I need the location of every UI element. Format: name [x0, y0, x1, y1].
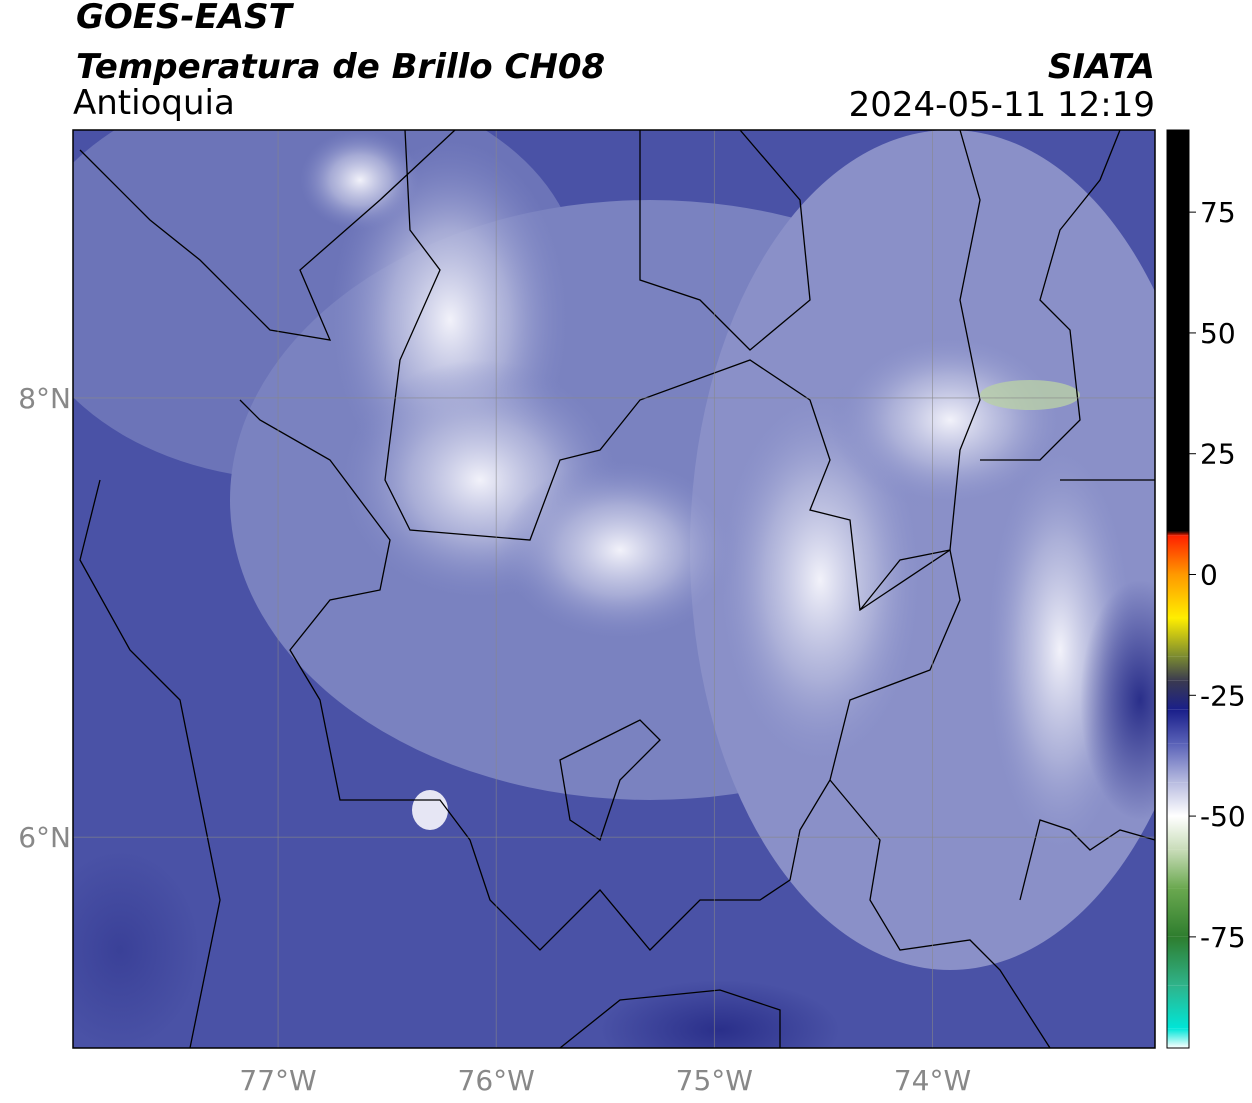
map-frame — [72, 129, 1156, 1049]
product-title: Temperatura de Brillo CH08 — [76, 47, 605, 87]
colorbar-segment — [1167, 1028, 1189, 1048]
colorbar-segment — [1167, 574, 1189, 618]
datetime: 2024-05-11 12:19 — [849, 85, 1155, 125]
colorbar-segment — [1167, 985, 1189, 1029]
colorbar-tick-label: 50 — [1200, 317, 1236, 350]
lat-tick-label: 8°N — [18, 382, 71, 415]
colorbar-segment — [1167, 849, 1189, 889]
lon-tick-label: 75°W — [676, 1064, 753, 1097]
graticule: 77°W 76°W 75°W 74°W 8°N 6°N — [18, 130, 1155, 1097]
colorbar-segment — [1167, 782, 1189, 817]
colorbar-segment — [1167, 656, 1189, 681]
colorbar-segment — [1167, 888, 1189, 937]
region: Antioquia — [73, 83, 235, 123]
lon-tick-label: 77°W — [239, 1064, 316, 1097]
colorbar-frame — [1166, 129, 1190, 1049]
colorbar-segment — [1167, 617, 1189, 657]
colorbar-tick-label: 75 — [1200, 196, 1236, 229]
lon-tick-label: 74°W — [894, 1064, 971, 1097]
satellite-title: GOES-EAST — [76, 0, 295, 37]
colorbar-tick-label: -25 — [1200, 679, 1246, 712]
colorbar-segment — [1167, 936, 1189, 986]
colorbar-segment — [1167, 743, 1189, 783]
lon-tick-label: 76°W — [458, 1064, 535, 1097]
colorbar-tick-label: 25 — [1200, 438, 1236, 471]
colorbar-segment — [1167, 816, 1189, 850]
colorbar-segment — [1167, 680, 1189, 710]
colorbar-tick-label: 0 — [1200, 559, 1218, 592]
colorbar-segment — [1167, 709, 1189, 744]
satellite-field — [73, 130, 1155, 1048]
colorbar: 75 50 25 0 -25 -50 -75 — [1167, 130, 1246, 1048]
source: SIATA — [1048, 47, 1155, 87]
colorbar-segment — [1167, 130, 1189, 532]
colorbar-segment — [1167, 531, 1189, 536]
lat-tick-label: 6°N — [18, 821, 71, 854]
colorbar-segment — [1167, 535, 1189, 575]
colorbar-tick-label: -75 — [1200, 921, 1246, 954]
colorbar-tick-label: -50 — [1200, 800, 1246, 833]
